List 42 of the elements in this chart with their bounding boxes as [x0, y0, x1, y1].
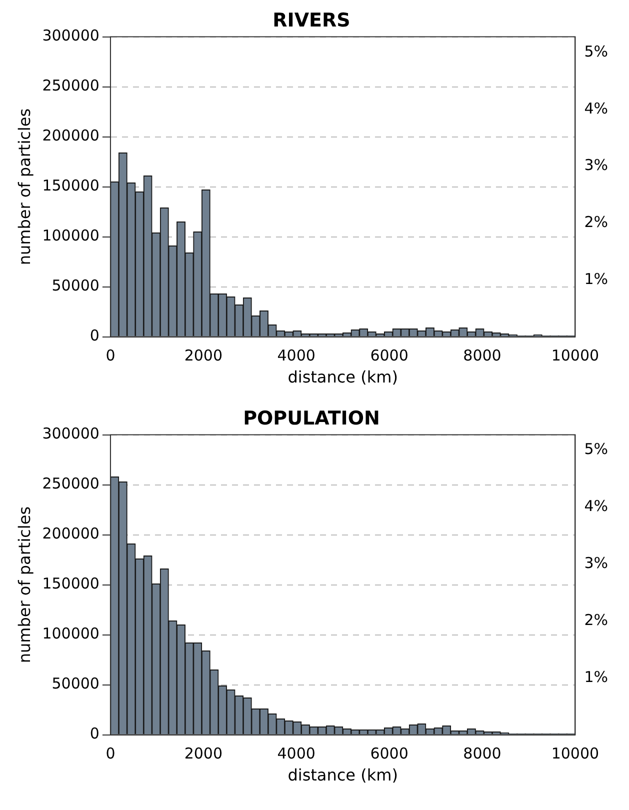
- y-axis-title: number of particles: [14, 108, 34, 266]
- y-tick-label: 50000: [52, 276, 100, 295]
- x-tick-label: 2000: [184, 346, 223, 365]
- x-tick-label: 4000: [277, 346, 316, 365]
- y-tick-label: 250000: [42, 474, 100, 493]
- x-tick-label: 10000: [551, 744, 600, 763]
- y2-tick-label: 2%: [584, 213, 608, 232]
- y-tick-label: 100000: [42, 226, 100, 245]
- chart-title: RIVERS: [272, 9, 350, 32]
- y-axis-title: number of particles: [14, 506, 34, 664]
- x-tick-label: 8000: [463, 744, 502, 763]
- y-tick-label: 300000: [42, 26, 100, 45]
- y-tick-label: 150000: [42, 574, 100, 593]
- y2-tick-label: 5%: [584, 42, 608, 61]
- x-tick-label: 6000: [370, 744, 408, 763]
- x-tick-label: 10000: [551, 346, 600, 365]
- y2-tick-label: 3%: [584, 156, 608, 174]
- y2-tick-label: 5%: [584, 440, 608, 458]
- y-tick-label: 0: [90, 724, 100, 743]
- x-tick-label: 0: [106, 346, 116, 365]
- y-tick-label: 100000: [42, 624, 100, 643]
- y-tick-label: 0: [90, 326, 100, 345]
- x-tick-label: 2000: [184, 744, 223, 763]
- y-tick-label: 300000: [42, 424, 100, 443]
- x-tick-label: 6000: [370, 346, 408, 365]
- x-axis-title: distance (km): [288, 368, 398, 387]
- x-tick-label: 8000: [463, 346, 502, 365]
- y-tick-label: 200000: [42, 524, 100, 543]
- chart-title: POPULATION: [243, 407, 380, 430]
- x-tick-label: 0: [106, 744, 116, 763]
- y2-tick-label: 4%: [584, 99, 608, 118]
- y2-tick-label: 3%: [584, 554, 608, 572]
- x-axis-title: distance (km): [288, 766, 398, 785]
- y-tick-label: 250000: [42, 76, 100, 95]
- x-tick-label: 4000: [277, 744, 316, 763]
- y-tick-label: 200000: [42, 126, 100, 145]
- y2-tick-label: 1%: [584, 668, 608, 686]
- y-tick-label: 50000: [52, 674, 100, 693]
- y2-tick-label: 4%: [584, 496, 608, 515]
- y-tick-label: 150000: [42, 176, 100, 195]
- y2-tick-label: 2%: [584, 610, 608, 629]
- y2-tick-label: 1%: [584, 270, 608, 288]
